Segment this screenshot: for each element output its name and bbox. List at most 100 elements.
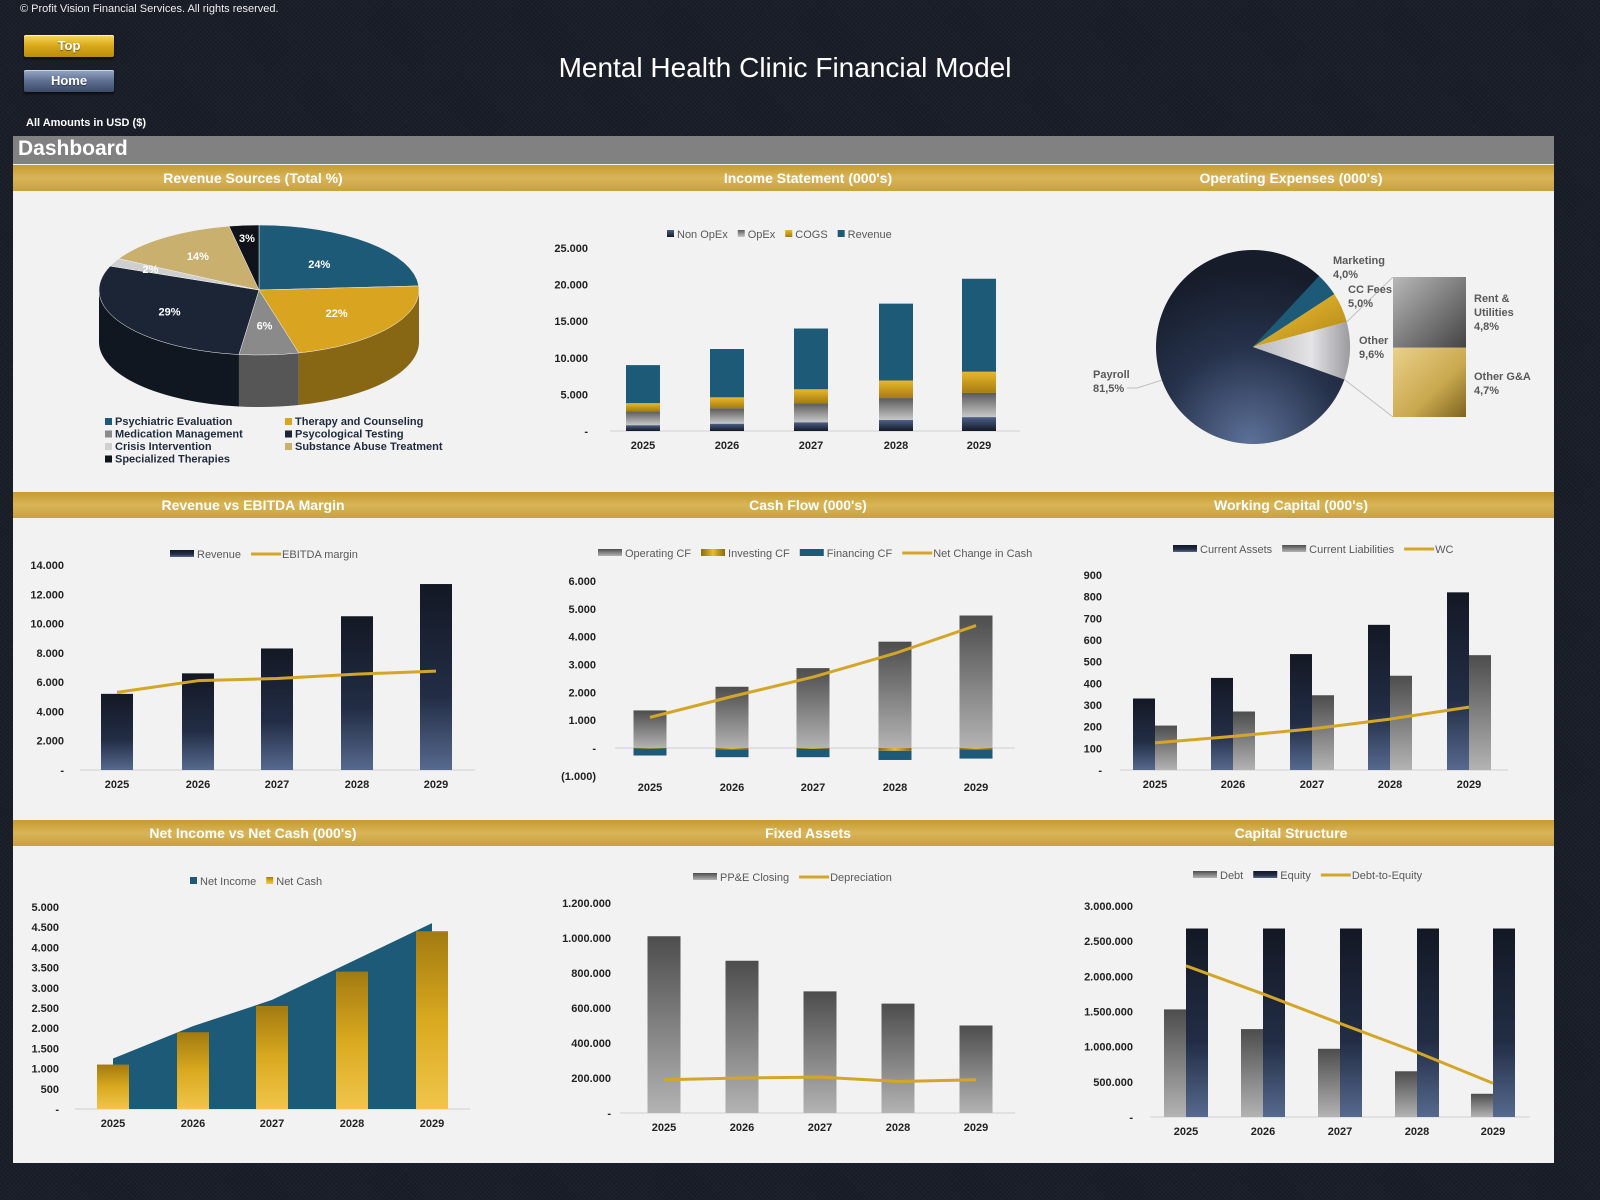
legend-label: Equity	[1280, 870, 1311, 882]
slice-label: Marketing	[1333, 255, 1385, 267]
legend-swatch	[1282, 545, 1307, 552]
legend-item: WC	[1404, 544, 1454, 556]
legend-label: Medication Management	[115, 429, 243, 441]
y-tick-label: 600	[1084, 635, 1102, 647]
legend-label: Depreciation	[830, 872, 892, 884]
operating-expenses-chart: Marketing 4,0% CC Fees 5,0% Other 9,6% Payroll…	[1093, 250, 1531, 444]
pie-data-label: 2%	[142, 264, 158, 276]
x-tick-label: 2025	[1174, 1126, 1198, 1138]
y-tick-label: 800.000	[571, 968, 611, 980]
bar-cogs	[626, 403, 660, 412]
y-tick-label: 4.000	[31, 942, 59, 954]
legend-label: Current Liabilities	[1309, 544, 1394, 556]
bar-operating-cf	[878, 641, 912, 748]
bar-current-liabilities	[1312, 695, 1334, 770]
y-tick-label: (1.000)	[561, 771, 596, 783]
revenue-sources-chart: 24% 22% 6% 29% 2% 14% 3% Psychiatric Evaluation…	[98, 224, 443, 466]
x-tick-label: 2026	[715, 440, 739, 452]
y-tick-label: -	[607, 1108, 611, 1120]
slice-label: Payroll	[1093, 369, 1130, 381]
fixed-assets-chart: - 200.000 400.000 600.000 800.000 1.000.000 1.…	[562, 872, 1015, 1134]
line-net-change-in-cash	[649, 624, 977, 719]
bar-pp-e-closing	[647, 936, 681, 1113]
cash-flow-chart: (1.000) - 1.000 2.000 3.000 4.000 5.000 6.000 20…	[561, 548, 1032, 794]
legend-label: Net Cash	[276, 876, 322, 888]
bar-net-cash	[416, 931, 448, 1109]
line-depreciation	[663, 1075, 977, 1083]
legend-label: Financing CF	[827, 548, 893, 560]
legend-item: Psychiatric Evaluation	[105, 416, 233, 428]
y-tick-label: 10.000	[554, 353, 588, 365]
copyright-text: © Profit Vision Financial Services. All …	[20, 3, 279, 15]
y-tick-label: 1.500	[31, 1043, 59, 1055]
bar-revenue	[879, 303, 913, 381]
bar-revenue	[794, 328, 828, 390]
home-button[interactable]: Home	[24, 70, 114, 92]
y-tick-label: 500.000	[1093, 1077, 1133, 1089]
legend-label: Non OpEx	[677, 229, 728, 241]
revenue-vs-ebitda-chart: - 2.000 4.000 6.000 8.000 10.000 12.000 14.000 2…	[30, 549, 475, 791]
legend-swatch	[285, 418, 292, 425]
dashboard-title: Dashboard	[18, 137, 128, 160]
y-tick-label: 200	[1084, 722, 1102, 734]
net-income-vs-cash-chart: - 500 1.000 1.500 2.000 2.500 3.000 3.500 4.000 4…	[31, 876, 470, 1130]
x-tick-label: 2027	[1300, 779, 1324, 791]
x-tick-label: 2029	[424, 779, 448, 791]
legend-label: Investing CF	[728, 548, 790, 560]
y-tick-label: 1.200.000	[562, 898, 611, 910]
y-tick-label: 5.000	[31, 902, 59, 914]
bar-equity	[1263, 928, 1285, 1117]
legend-swatch	[667, 230, 674, 237]
bar-opex	[710, 408, 744, 424]
bar-investing-cf	[878, 748, 912, 751]
top-button[interactable]: Top	[24, 35, 114, 57]
legend-swatch	[1253, 871, 1278, 878]
legend-label: Crisis Intervention	[115, 441, 212, 453]
x-tick-label: 2029	[1481, 1126, 1505, 1138]
breakdown-label: Utilities	[1474, 307, 1514, 319]
bar-equity	[1340, 928, 1362, 1117]
bar-net-cash	[97, 1064, 129, 1109]
x-tick-label: 2029	[967, 440, 991, 452]
chart-title-cash-flow: Cash Flow (000's)	[749, 497, 867, 513]
pie-slice	[1253, 275, 1335, 347]
x-tick-label: 2029	[420, 1118, 444, 1130]
bar-revenue	[101, 693, 133, 770]
y-tick-label: -	[584, 426, 588, 438]
legend-item: Depreciation	[799, 872, 892, 884]
bar-revenue	[962, 278, 996, 372]
bar-equity	[1493, 928, 1515, 1117]
legend-item: Current Liabilities	[1282, 544, 1395, 556]
section-header-row-1	[13, 165, 1554, 191]
breakdown-label: Other G&A	[1474, 371, 1531, 383]
y-tick-label: 300	[1084, 700, 1102, 712]
x-tick-label: 2029	[1457, 779, 1481, 791]
legend-label: Therapy and Counseling	[295, 416, 423, 428]
line-debt-to-equity	[1185, 964, 1494, 1085]
legend-label: OpEx	[748, 229, 776, 241]
y-tick-label: 6.000	[568, 576, 596, 588]
pie-data-label: 6%	[257, 321, 273, 333]
legend-item: Financing CF	[799, 548, 893, 560]
x-tick-label: 2028	[345, 779, 369, 791]
x-tick-label: 2026	[730, 1122, 754, 1134]
legend-label: PP&E Closing	[720, 872, 789, 884]
x-tick-label: 2025	[652, 1122, 676, 1134]
chart-title-income-statement: Income Statement (000's)	[723, 170, 893, 186]
bar-opex	[626, 411, 660, 426]
y-tick-label: 2.500.000	[1084, 936, 1133, 948]
y-tick-label: 25.000	[554, 243, 588, 255]
connector-line	[1346, 276, 1394, 323]
x-tick-label: 2028	[1378, 779, 1402, 791]
legend-swatch	[266, 877, 274, 884]
bar-revenue	[710, 349, 744, 398]
x-tick-label: 2026	[181, 1118, 205, 1130]
y-tick-label: 2.000	[31, 1023, 59, 1035]
chart-title-working-capital: Working Capital (000's)	[1214, 497, 1368, 513]
bar-non-opex	[626, 425, 660, 431]
y-tick-label: 3.000.000	[1084, 901, 1133, 913]
breakdown-value: 4,8%	[1474, 321, 1499, 333]
bar-current-assets	[1447, 592, 1469, 770]
y-tick-label: 700	[1084, 613, 1102, 625]
pie-slice	[1253, 294, 1347, 347]
